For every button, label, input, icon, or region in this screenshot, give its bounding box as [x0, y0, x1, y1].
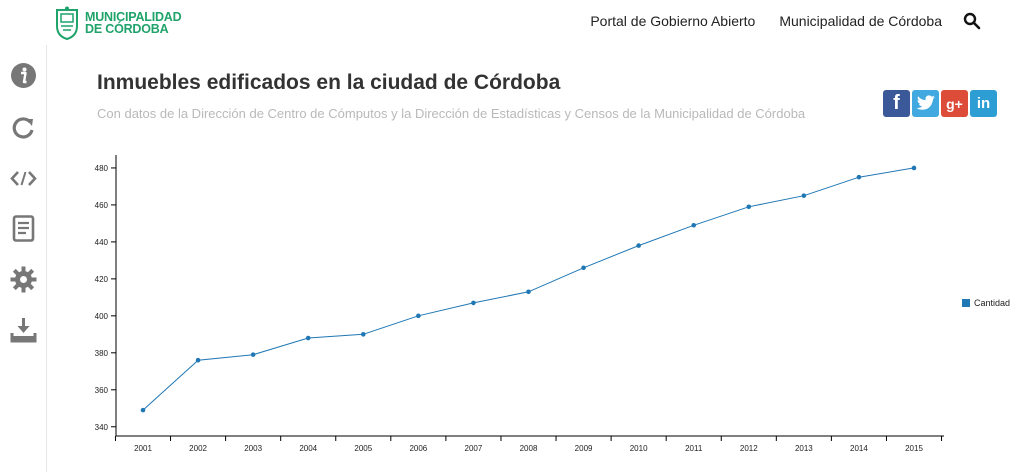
facebook-icon[interactable]: f — [883, 90, 910, 117]
data-point — [250, 352, 256, 357]
search-icon[interactable] — [963, 12, 981, 30]
data-point — [581, 265, 586, 271]
x-tick-label: 2015 — [905, 444, 923, 453]
data-point — [636, 243, 641, 248]
google-plus-icon[interactable]: g+ — [941, 90, 968, 117]
nav-municipalidad-cordoba[interactable]: Municipalidad de Córdoba — [779, 13, 942, 29]
data-point — [526, 289, 531, 295]
y-tick-label: 420 — [95, 275, 109, 284]
page-title: Inmuebles edificados en la ciudad de Cór… — [97, 71, 561, 94]
download-icon[interactable] — [10, 317, 37, 344]
x-tick-label: 2001 — [134, 444, 152, 453]
gear-icon[interactable] — [10, 266, 37, 293]
data-point — [471, 300, 476, 306]
x-tick-label: 2005 — [354, 444, 372, 453]
embed-code-icon[interactable] — [10, 165, 37, 192]
y-tick-label: 400 — [95, 312, 109, 321]
x-tick-label: 2004 — [299, 444, 317, 453]
y-tick-label: 340 — [95, 423, 109, 432]
google-plus-glyph: g+ — [946, 95, 963, 112]
data-point — [360, 332, 366, 337]
logo-line-2: DE CÓRDOBA — [85, 22, 169, 36]
data-point — [691, 222, 697, 228]
refresh-icon[interactable] — [10, 114, 37, 141]
data-point — [195, 357, 201, 363]
x-tick-label: 2008 — [520, 444, 538, 453]
info-icon[interactable] — [10, 62, 37, 89]
series-line — [142, 167, 915, 411]
data-point — [416, 313, 421, 319]
sidebar — [0, 45, 47, 472]
chart-legend: Cantidad — [962, 298, 1010, 308]
x-tick-label: 2007 — [465, 444, 483, 453]
x-axis: 2001 2002 2003 2004 2005 2006 2007 2008 2009 2010… — [114, 435, 944, 453]
municipality-logo[interactable]: MUNICIPALIDAD DE CÓRDOBA — [55, 5, 182, 41]
legend-label[interactable]: Cantidad — [974, 298, 1011, 308]
y-axis: 340 360 380 400 420 440 460 480 — [95, 155, 117, 436]
logo-line-1: MUNICIPALIDAD — [85, 10, 182, 24]
x-tick-label: 2010 — [630, 444, 648, 453]
nav-portal-gobierno-abierto[interactable]: Portal de Gobierno Abierto — [590, 13, 756, 29]
linkedin-glyph: in — [976, 95, 991, 112]
top-bar: MUNICIPALIDAD DE CÓRDOBA Portal de Gobie… — [0, 0, 1024, 45]
data-point — [305, 335, 311, 341]
y-tick-label: 460 — [95, 201, 109, 210]
data-point — [140, 407, 146, 413]
x-tick-label: 2012 — [740, 444, 758, 453]
x-tick-label: 2009 — [575, 444, 593, 453]
coat-of-arms-icon — [56, 6, 78, 40]
y-tick-label: 360 — [95, 386, 109, 395]
x-tick-label: 2003 — [244, 444, 262, 453]
data-point — [801, 193, 807, 198]
y-tick-label: 440 — [95, 238, 109, 247]
legend-swatch — [962, 299, 970, 307]
x-tick-label: 2011 — [685, 444, 703, 453]
y-tick-label: 380 — [95, 349, 109, 358]
x-tick-label: 2006 — [409, 444, 427, 453]
top-nav: Portal de Gobierno Abierto Municipalidad… — [566, 13, 942, 29]
x-tick-label: 2013 — [795, 444, 813, 453]
x-tick-label: 2002 — [189, 444, 207, 453]
twitter-bird-icon — [916, 95, 935, 110]
y-tick-label: 480 — [95, 164, 109, 173]
linkedin-icon[interactable]: in — [970, 90, 997, 117]
data-point — [746, 204, 752, 210]
twitter-icon[interactable] — [912, 90, 939, 117]
page-subtitle: Con datos de la Dirección de Centro de C… — [97, 106, 806, 121]
series-cantidad — [140, 165, 917, 413]
facebook-glyph: f — [893, 92, 900, 114]
social-share-buttons: f g+ in — [883, 90, 999, 117]
x-tick-label: 2014 — [850, 444, 868, 453]
document-icon[interactable] — [10, 215, 37, 242]
data-point — [856, 174, 862, 180]
data-point — [911, 165, 917, 171]
